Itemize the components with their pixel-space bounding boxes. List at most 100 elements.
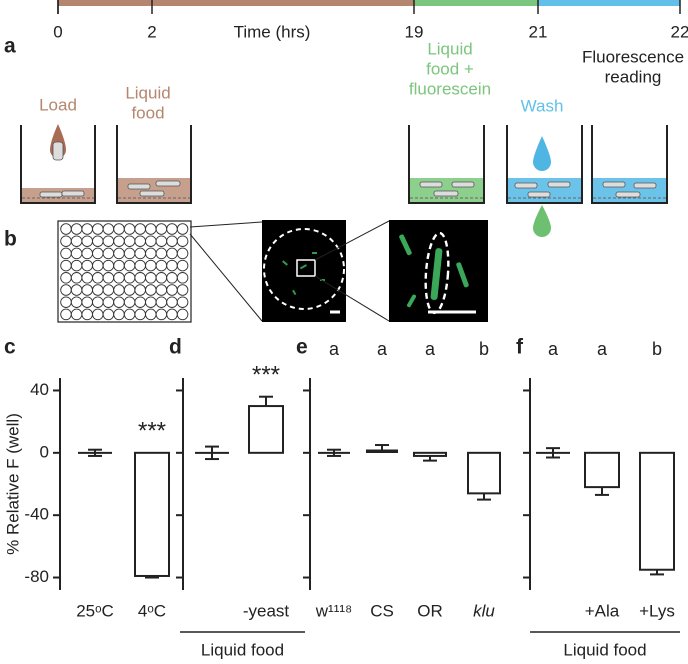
plate-well: [92, 308, 104, 321]
plate-well: [102, 247, 115, 260]
plate-well: [81, 284, 93, 296]
plate-well: [134, 223, 146, 235]
plate-well: [123, 259, 136, 272]
plate-well: [92, 296, 104, 308]
plate-well: [70, 235, 83, 247]
plate-well: [113, 223, 125, 235]
plate-well: [155, 235, 168, 247]
zoom-line: [314, 275, 390, 322]
plate-well: [92, 235, 104, 247]
plate-well: [166, 223, 178, 235]
bar: [248, 405, 284, 454]
plate-well: [113, 235, 125, 247]
plate-well: [113, 259, 125, 272]
plate-well: [81, 272, 93, 284]
plate-well: [155, 247, 168, 260]
plate-well: [123, 235, 136, 247]
x-tick-label: +Ala: [585, 601, 620, 620]
x-tick-label: OR: [417, 601, 443, 620]
step-label: food: [131, 103, 164, 122]
panel-label: d: [169, 336, 182, 359]
plate-well: [176, 223, 189, 235]
plate-well: [102, 296, 115, 308]
plate-well: [102, 235, 115, 247]
plate-well: [113, 247, 125, 260]
y-tick-label: -80: [24, 567, 49, 586]
bar: [639, 451, 675, 571]
plate-well: [81, 296, 93, 308]
plate-well: [134, 296, 146, 308]
y-tick-label: -40: [24, 505, 49, 524]
plate-well: [92, 223, 104, 235]
plate-well: [176, 272, 189, 284]
plate-well: [92, 259, 104, 272]
significance-letter: a: [329, 339, 340, 359]
plate-well: [123, 272, 136, 284]
plate-well: [166, 308, 178, 321]
step-label: Wash: [521, 96, 564, 115]
x-tick-label: w¹¹¹⁸: [315, 601, 352, 620]
significance-letter: b: [479, 339, 489, 359]
plate: [57, 220, 192, 323]
panel-label: e: [296, 336, 308, 359]
plate-well: [155, 296, 168, 308]
plate-well: [81, 308, 93, 321]
plate-well: [145, 308, 157, 321]
plate-well: [92, 272, 104, 284]
axis-label: Time (hrs): [234, 22, 311, 41]
plate-well: [123, 223, 136, 235]
plate-well: [113, 308, 125, 321]
plate-well: [81, 223, 93, 235]
plate-well: [123, 308, 136, 321]
significance-letter: b: [652, 339, 662, 359]
micrograph: [262, 220, 346, 322]
step-label: Fluorescence: [582, 47, 684, 66]
panel-label: f: [516, 336, 524, 359]
group-label: Liquid food: [563, 640, 646, 659]
plate-well: [60, 247, 72, 260]
plate-well: [123, 296, 136, 308]
tick-label: 19: [405, 22, 424, 41]
x-tick-label: CS: [370, 601, 394, 620]
plate-well: [102, 259, 115, 272]
step-label: Liquid: [427, 39, 472, 58]
larva: [52, 141, 64, 161]
plate-well: [70, 284, 83, 296]
plate-well: [176, 308, 189, 321]
panel-label: a: [4, 35, 16, 58]
significance-letter: a: [597, 339, 608, 359]
plate-well: [113, 284, 125, 296]
tick-label: 0: [53, 22, 62, 41]
zoom-box: [296, 259, 316, 277]
x-tick-label: -yeast: [243, 601, 290, 620]
timeline-segment: [414, 0, 538, 6]
plate-well: [155, 308, 168, 321]
x-tick-label: 25ᵒC: [76, 601, 114, 620]
plate-well: [134, 284, 146, 296]
plate-well: [113, 296, 125, 308]
plate-well: [70, 296, 83, 308]
plate-well: [176, 284, 189, 296]
drop: [533, 136, 551, 171]
plate-well: [166, 259, 178, 272]
plate-well: [176, 235, 189, 247]
plate-well: [92, 284, 104, 296]
plate-well: [102, 284, 115, 296]
plate-well: [145, 272, 157, 284]
plate-well: [60, 223, 72, 235]
plate-well: [134, 259, 146, 272]
plate-well: [155, 284, 168, 296]
plate-well: [102, 223, 115, 235]
step-label: reading: [605, 67, 662, 86]
plate-well: [92, 247, 104, 260]
plate-well: [145, 284, 157, 296]
plate-well: [60, 272, 72, 284]
tick-label: 22: [671, 22, 688, 41]
step-label: Liquid: [125, 83, 170, 102]
plate-well: [70, 259, 83, 272]
significance-letter: a: [548, 339, 559, 359]
x-tick-label: klu: [473, 601, 495, 620]
plate-well: [134, 272, 146, 284]
timeline-segment: [538, 0, 680, 6]
